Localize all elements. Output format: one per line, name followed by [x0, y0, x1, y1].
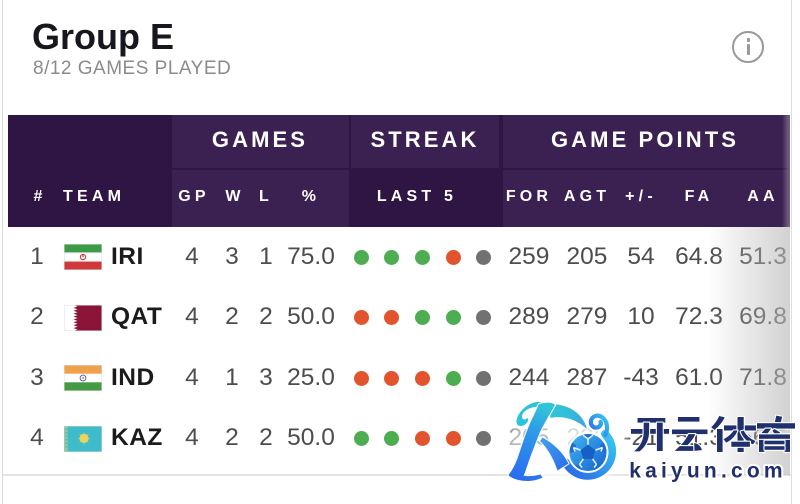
svg-text:kaiyun.com: kaiyun.com — [629, 460, 787, 483]
